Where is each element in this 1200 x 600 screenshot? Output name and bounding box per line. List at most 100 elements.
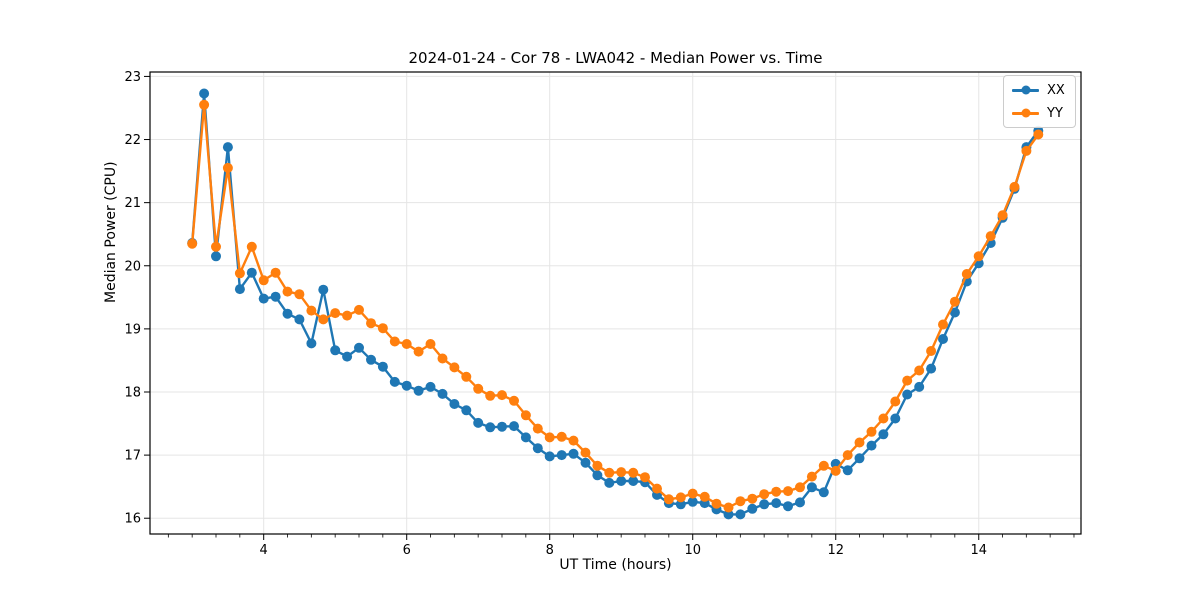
data-point-XX: [544, 451, 555, 462]
legend-label-yy: YY: [1047, 105, 1063, 121]
y-tick-label: 22: [124, 133, 141, 148]
data-point-XX: [354, 342, 364, 353]
data-point-YY: [640, 472, 650, 483]
data-point-XX: [449, 399, 460, 409]
data-point-XX: [938, 334, 948, 344]
data-point-XX: [759, 499, 770, 510]
axes-spines: [149, 71, 1082, 535]
data-point-XX: [413, 385, 424, 396]
data-point-YY: [902, 375, 913, 386]
y-tick-label: 17: [124, 449, 141, 464]
data-point-YY: [675, 492, 686, 503]
data-point-YY: [282, 286, 293, 297]
data-point-YY: [520, 410, 531, 421]
data-point-XX: [735, 509, 746, 520]
data-point-YY: [663, 494, 674, 505]
data-point-YY: [652, 483, 662, 494]
data-point-XX: [461, 405, 472, 416]
legend-marker-yy: [1021, 108, 1030, 118]
data-point-YY: [568, 435, 579, 446]
data-point-XX: [926, 363, 937, 374]
data-point-XX: [818, 487, 829, 498]
data-point-XX: [306, 338, 317, 349]
data-point-XX: [723, 509, 734, 520]
data-point-YY: [473, 383, 484, 394]
data-point-YY: [711, 498, 722, 509]
data-point-YY: [330, 308, 341, 319]
x-tick-label: 10: [684, 543, 701, 558]
data-point-XX: [890, 413, 901, 424]
data-point-YY: [222, 162, 233, 173]
x-tick-label: 14: [970, 543, 987, 558]
data-point-YY: [914, 365, 925, 376]
data-point-XX: [270, 291, 281, 302]
data-point-XX: [342, 351, 353, 362]
y-tick-label: 21: [124, 196, 141, 211]
data-point-XX: [616, 476, 627, 486]
data-point-XX: [914, 381, 925, 392]
y-tick-label: 20: [124, 259, 141, 274]
data-point-XX: [842, 465, 853, 476]
data-point-YY: [997, 210, 1008, 221]
data-point-YY: [258, 275, 269, 286]
data-point-XX: [771, 498, 782, 509]
legend-label-xx: XX: [1047, 82, 1065, 98]
data-point-YY: [461, 371, 472, 382]
data-point-YY: [759, 489, 770, 500]
data-point-XX: [783, 501, 793, 512]
data-point-XX: [425, 381, 436, 392]
data-point-YY: [878, 413, 889, 424]
data-point-YY: [890, 396, 901, 407]
data-point-YY: [401, 339, 412, 349]
data-point-YY: [842, 450, 853, 461]
data-point-YY: [771, 486, 782, 497]
x-tick-label: 6: [403, 543, 411, 558]
data-point-XX: [377, 361, 388, 372]
data-point-XX: [687, 496, 698, 507]
data-point-YY: [187, 238, 198, 249]
data-point-YY: [961, 269, 972, 279]
data-point-YY: [926, 346, 937, 356]
data-point-YY: [246, 241, 257, 252]
data-point-XX: [628, 476, 639, 486]
y-tick-label: 16: [124, 512, 141, 527]
data-point-YY: [735, 496, 746, 507]
data-point-YY: [604, 467, 615, 478]
data-point-XX: [211, 251, 221, 262]
data-point-XX: [485, 422, 496, 433]
data-point-XX: [520, 432, 531, 443]
data-point-YY: [949, 296, 960, 307]
legend-marker-xx: [1021, 85, 1030, 95]
data-point-YY: [687, 488, 698, 499]
data-point-YY: [294, 289, 305, 300]
data-point-YY: [592, 460, 603, 471]
data-point-YY: [377, 323, 388, 334]
data-point-YY: [795, 482, 805, 493]
data-point-YY: [437, 353, 448, 364]
data-point-YY: [449, 362, 460, 373]
data-point-XX: [234, 284, 245, 295]
data-point-YY: [985, 231, 996, 242]
data-point-XX: [282, 308, 293, 319]
data-point-XX: [318, 284, 329, 295]
x-axis-label: UT Time (hours): [559, 557, 672, 573]
data-point-YY: [485, 390, 496, 401]
data-point-XX: [806, 482, 817, 493]
data-point-XX: [675, 499, 686, 510]
data-point-XX: [532, 443, 543, 454]
data-point-XX: [949, 307, 960, 318]
data-point-XX: [795, 497, 805, 508]
y-tick-label: 23: [124, 70, 141, 85]
y-tick-label: 18: [124, 385, 141, 400]
data-point-XX: [199, 88, 210, 99]
data-point-YY: [1009, 181, 1020, 192]
data-point-YY: [723, 502, 734, 513]
data-point-XX: [401, 380, 412, 391]
data-point-XX: [902, 389, 913, 400]
data-point-YY: [783, 486, 793, 497]
data-point-YY: [938, 319, 948, 330]
data-point-XX: [389, 376, 400, 387]
data-point-YY: [973, 251, 984, 262]
